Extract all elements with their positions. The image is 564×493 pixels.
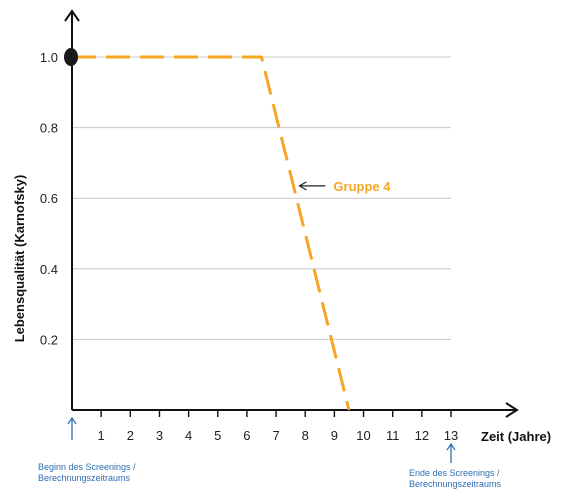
end-note-line-2: Berechnungszeitraums	[409, 479, 502, 489]
grid-lines	[72, 56, 451, 340]
series-line-gruppe-4	[72, 55, 351, 411]
start-note-arrow-icon	[67, 416, 77, 440]
series-label-arrow-icon	[298, 181, 326, 191]
x-tick-label: 1	[98, 428, 105, 443]
series-label-gruppe-4: Gruppe 4	[333, 179, 391, 194]
x-tick-label: 11	[386, 428, 400, 443]
x-tick-label: 5	[214, 428, 221, 443]
y-axis-arrowhead	[64, 9, 80, 22]
x-tick-label: 6	[243, 428, 250, 443]
start-note-line-2: Berechnungszeitraums	[38, 473, 131, 483]
tick-marks	[100, 410, 452, 417]
x-tick-label: 2	[127, 428, 134, 443]
x-tick-label: 4	[185, 428, 192, 443]
start-point-marker	[64, 48, 78, 66]
y-tick-label: 0.2	[40, 332, 58, 347]
y-tick-label: 0.4	[40, 262, 58, 277]
x-axis-title: Zeit (Jahre)	[481, 429, 551, 444]
y-axis-title: Lebensqualität (Karnofsky)	[12, 175, 27, 343]
tick-labels: 0.20.40.60.81.01 2 3 4 5 6 7 8 9 10 11 12 13	[40, 50, 458, 443]
y-tick-label: 1.0	[40, 50, 58, 65]
x-tick-label: 12	[415, 428, 429, 443]
start-note-line-1: Beginn des Screenings /	[38, 462, 136, 472]
x-tick-label: 10	[356, 428, 370, 443]
x-tick-label: 3	[156, 428, 163, 443]
y-tick-label: 0.8	[40, 121, 58, 136]
x-tick-label: 8	[302, 428, 309, 443]
x-tick-label: 13	[444, 428, 458, 443]
axes	[64, 9, 519, 418]
series	[64, 48, 351, 411]
end-note-line-1: Ende des Screenings /	[409, 468, 500, 478]
end-note-arrow-icon	[446, 442, 456, 463]
annotations: Gruppe 4 Lebensqualität (Karnofsky) Zeit…	[12, 175, 551, 489]
y-tick-label: 0.6	[40, 191, 58, 206]
x-tick-label: 7	[272, 428, 279, 443]
x-tick-label: 9	[331, 428, 338, 443]
x-axis-arrowhead	[505, 402, 519, 418]
